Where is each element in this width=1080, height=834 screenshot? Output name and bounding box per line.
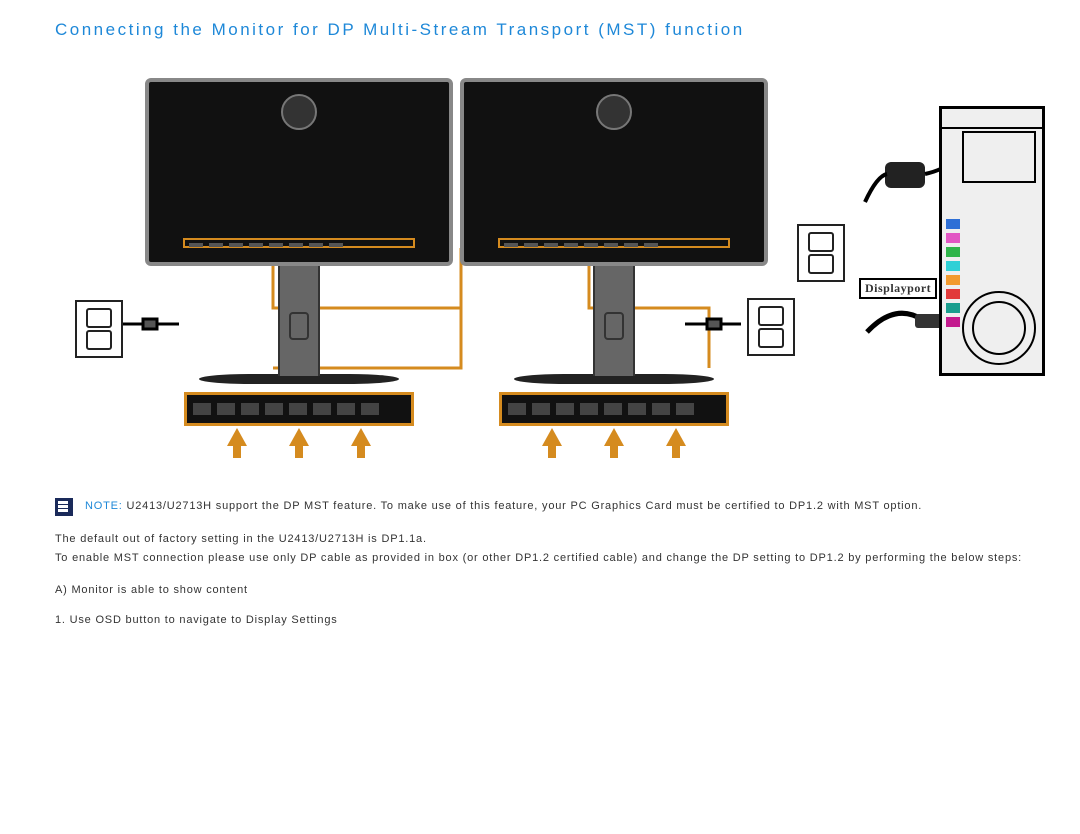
note-body: U2413/U2713H support the DP MST feature.… — [126, 500, 922, 512]
rear-port-highlight — [498, 238, 730, 248]
note-label: NOTE: — [85, 500, 123, 512]
note-icon — [55, 498, 73, 516]
monitor-1 — [145, 78, 453, 446]
note-block: NOTE: U2413/U2713H support the DP MST fe… — [55, 498, 1025, 516]
arrow-up-icon — [604, 428, 624, 446]
monitor-stand — [593, 266, 635, 376]
monitor-2 — [460, 78, 768, 446]
dell-logo-icon — [596, 94, 632, 130]
power-plug-icon — [683, 314, 743, 334]
note-text: NOTE: U2413/U2713H support the DP MST fe… — [85, 498, 922, 515]
arrow-indicators — [145, 428, 453, 446]
wall-outlet-icon — [75, 300, 123, 358]
dell-logo-icon — [281, 94, 317, 130]
pc-tower — [939, 106, 1045, 376]
arrow-indicators — [460, 428, 768, 446]
wall-outlet-icon — [747, 298, 795, 356]
paragraph-1: The default out of factory setting in th… — [55, 530, 1025, 549]
rear-port-highlight — [183, 238, 415, 248]
section-a-step1: 1. Use OSD button to navigate to Display… — [55, 611, 1025, 630]
psu-icon — [962, 131, 1036, 183]
monitor-back — [460, 78, 768, 266]
monitor-back — [145, 78, 453, 266]
arrow-up-icon — [351, 428, 371, 446]
arrow-up-icon — [666, 428, 686, 446]
arrow-up-icon — [227, 428, 247, 446]
fan-icon — [962, 291, 1036, 365]
arrow-up-icon — [542, 428, 562, 446]
page-title: Connecting the Monitor for DP Multi-Stre… — [55, 20, 1025, 40]
power-plug-icon — [121, 314, 181, 334]
io-panel-highlight — [499, 392, 729, 426]
connection-diagram: Displayport — [85, 78, 1035, 458]
section-a-heading: A) Monitor is able to show content — [55, 581, 1025, 600]
paragraph-2: To enable MST connection please use only… — [55, 549, 1025, 568]
monitor-stand — [278, 266, 320, 376]
io-panel-highlight — [184, 392, 414, 426]
arrow-up-icon — [289, 428, 309, 446]
body-paragraphs: The default out of factory setting in th… — [55, 530, 1025, 567]
section-a: A) Monitor is able to show content 1. Us… — [55, 581, 1025, 629]
rear-io-ports — [946, 219, 962, 327]
displayport-label: Displayport — [859, 278, 937, 299]
wall-outlet-icon — [797, 224, 845, 282]
